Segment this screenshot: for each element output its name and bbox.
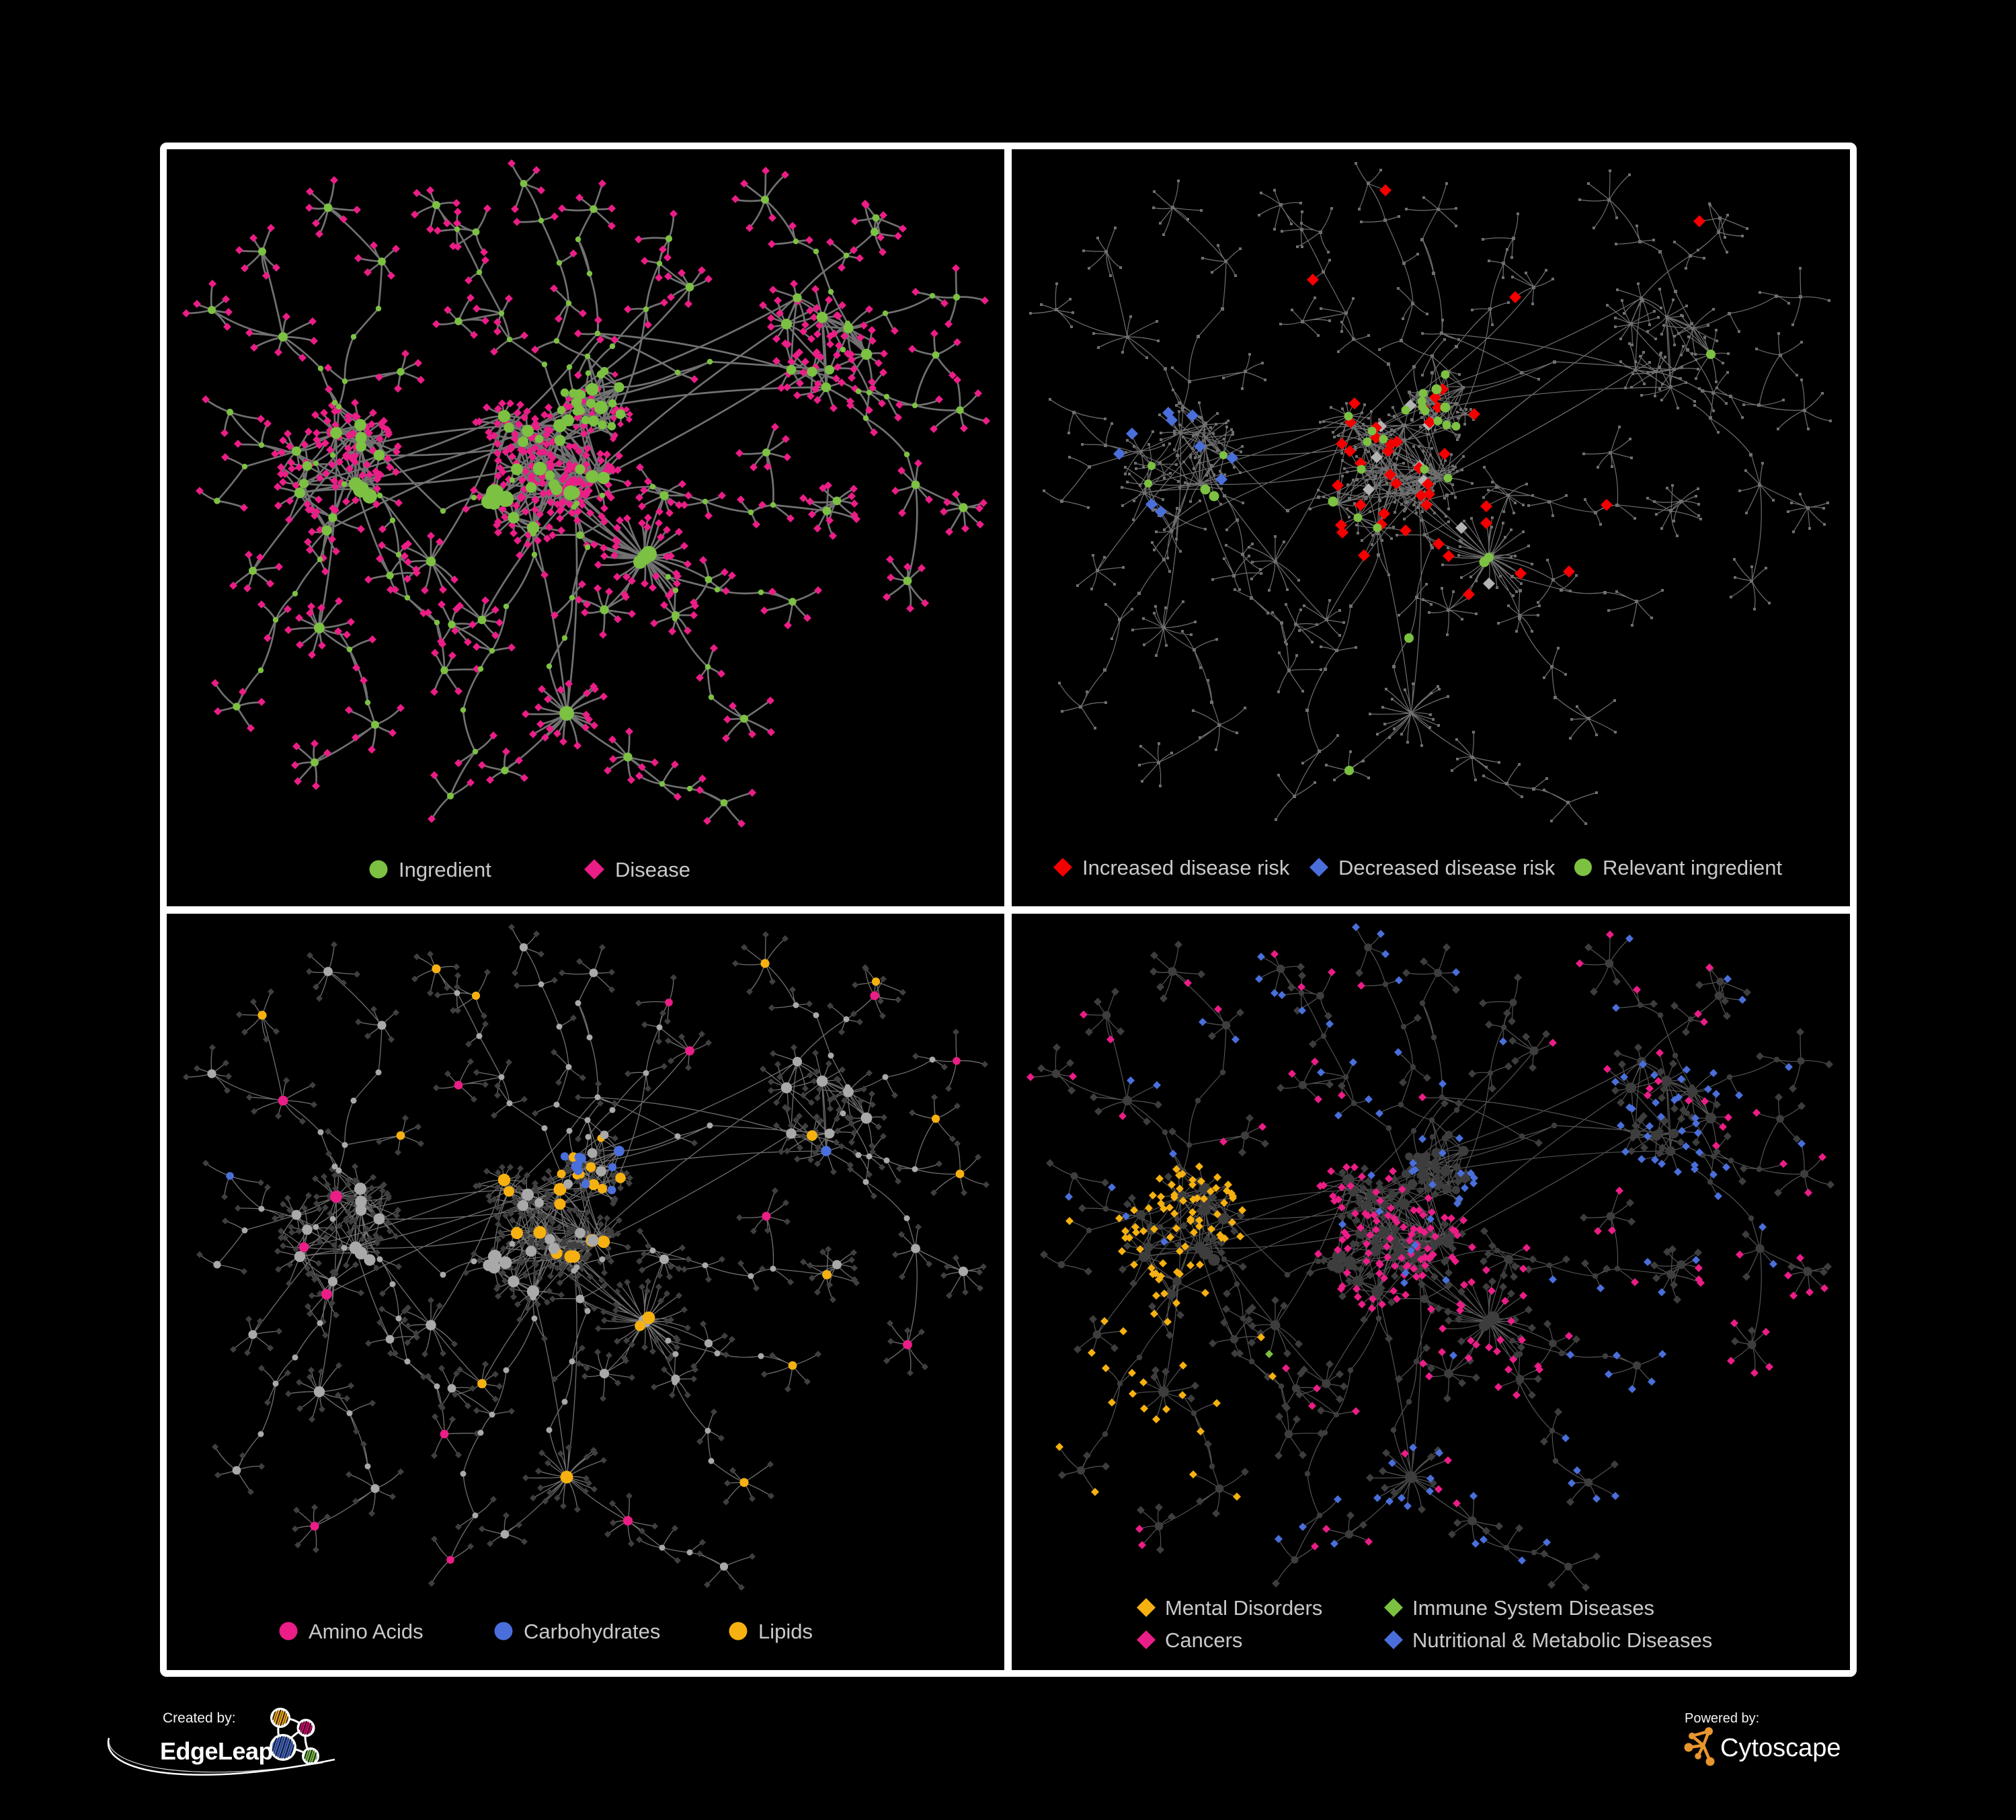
svg-text:Increased disease risk: Increased disease risk <box>1082 856 1290 879</box>
svg-text:Created by:: Created by: <box>163 1710 236 1726</box>
svg-text:Ingredient: Ingredient <box>399 858 491 881</box>
svg-text:Immune System Diseases: Immune System Diseases <box>1412 1596 1654 1620</box>
svg-text:EdgeLeap: EdgeLeap <box>160 1737 273 1765</box>
svg-text:Decreased disease risk: Decreased disease risk <box>1338 856 1556 879</box>
svg-text:Relevant ingredient: Relevant ingredient <box>1603 856 1783 879</box>
svg-text:Mental Disorders: Mental Disorders <box>1165 1596 1322 1620</box>
svg-text:Nutritional & Metabolic Diseas: Nutritional & Metabolic Diseases <box>1412 1628 1712 1652</box>
svg-text:Amino Acids: Amino Acids <box>309 1620 424 1643</box>
svg-text:Carbohydrates: Carbohydrates <box>524 1620 660 1643</box>
svg-text:Cytoscape: Cytoscape <box>1720 1734 1841 1762</box>
svg-text:Disease: Disease <box>615 858 690 881</box>
svg-text:Powered by:: Powered by: <box>1685 1711 1759 1726</box>
svg-text:Lipids: Lipids <box>758 1620 813 1643</box>
svg-text:Cancers: Cancers <box>1165 1628 1242 1652</box>
